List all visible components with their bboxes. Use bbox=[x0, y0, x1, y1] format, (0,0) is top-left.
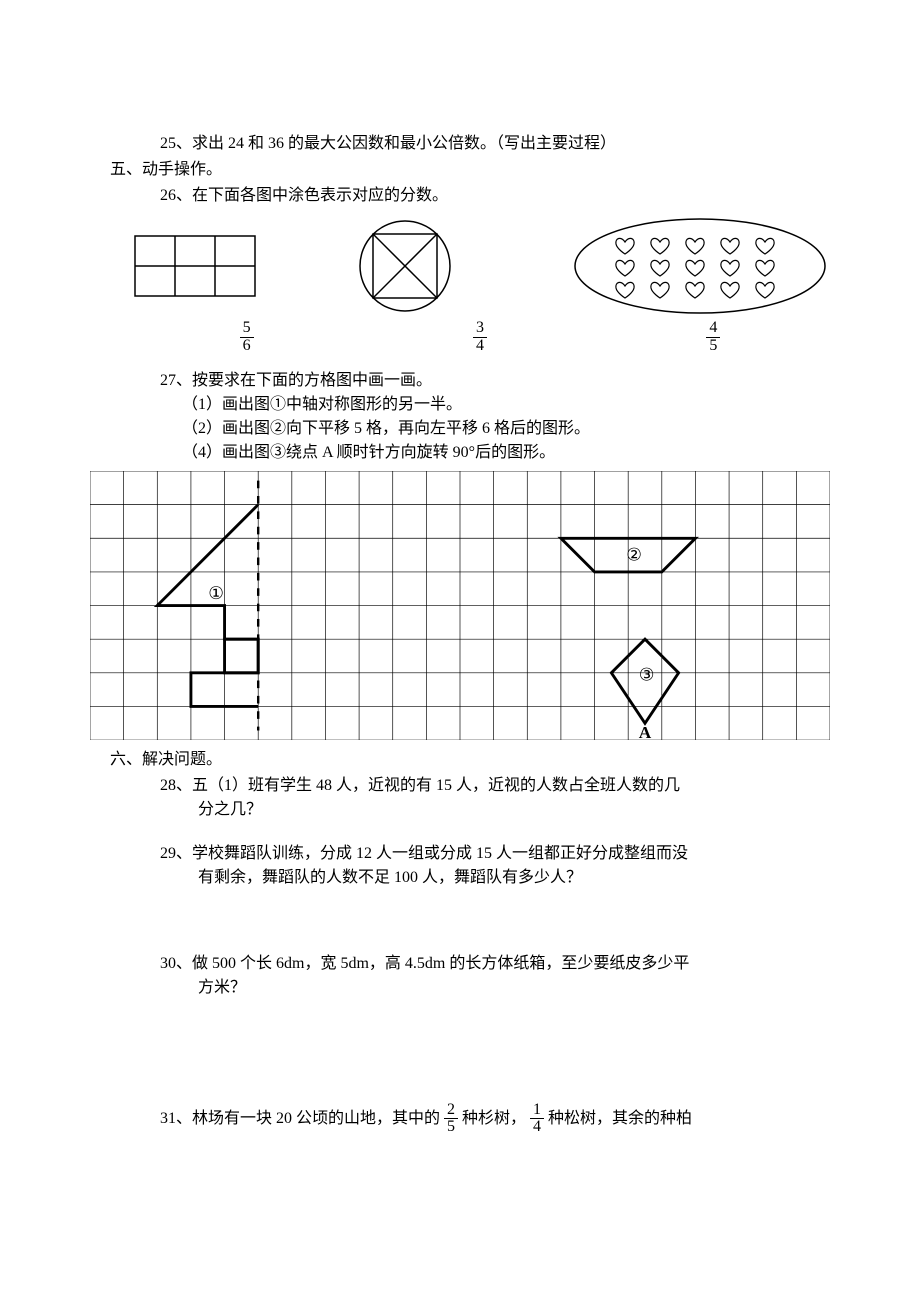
question-25: 25、求出 24 和 36 的最大公因数和最小公倍数。（写出主要过程） bbox=[90, 132, 830, 156]
fraction-1-4: 1 4 bbox=[530, 1102, 544, 1137]
question-31: 31、林场有一块 20 公顷的山地，其中的 2 5 种杉树， 1 4 种松树，其… bbox=[90, 1102, 830, 1137]
q26-figure-b bbox=[350, 216, 570, 316]
question-30-line2: 方米？ bbox=[90, 976, 830, 1000]
question-30-line1: 30、做 500 个长 6dm，宽 5dm，高 4.5dm 的长方体纸箱，至少要… bbox=[90, 952, 830, 976]
shape3-label: ③ bbox=[639, 665, 655, 684]
shape1-label: ① bbox=[208, 583, 224, 602]
q27-grid: ① ② ③ A bbox=[90, 471, 830, 740]
question-28-line2: 分之几？ bbox=[90, 798, 830, 822]
fraction-2-5: 2 5 bbox=[444, 1102, 458, 1137]
q26-figure-a bbox=[130, 226, 350, 306]
q26-figures-row bbox=[90, 216, 830, 316]
fraction-3-4: 3 4 bbox=[473, 320, 487, 355]
fraction-4-5: 4 5 bbox=[706, 320, 720, 355]
question-27-stem: 27、按要求在下面的方格图中画一画。 bbox=[90, 369, 830, 393]
grid-svg-icon: ① ② ③ A bbox=[90, 471, 830, 740]
question-27-part1: （1）画出图①中轴对称图形的另一半。 bbox=[90, 393, 830, 417]
q31-mid1: 种杉树， bbox=[462, 1110, 526, 1127]
fraction-5-6: 5 6 bbox=[240, 320, 254, 355]
q31-pre: 31、林场有一块 20 公顷的山地，其中的 bbox=[160, 1110, 440, 1127]
question-29-line2: 有剩余，舞蹈队的人数不足 100 人，舞蹈队有多少人？ bbox=[90, 866, 830, 890]
question-27-part3: （4）画出图③绕点 A 顺时针方向旋转 90°后的图形。 bbox=[90, 441, 830, 465]
question-28-line1: 28、五（1）班有学生 48 人，近视的有 15 人，近视的人数占全班人数的几 bbox=[90, 774, 830, 798]
ellipse-hearts-icon bbox=[570, 216, 830, 316]
circle-square-icon bbox=[350, 216, 460, 316]
q26-fractions-row: 5 6 3 4 4 5 bbox=[90, 320, 830, 355]
section-5-heading: 五、动手操作。 bbox=[90, 158, 830, 182]
point-a-label: A bbox=[639, 723, 652, 740]
q31-mid2: 种松树，其余的种柏 bbox=[548, 1110, 692, 1127]
shape2-label: ② bbox=[626, 545, 642, 564]
section-6-heading: 六、解决问题。 bbox=[90, 748, 830, 772]
q26-figure-c bbox=[570, 216, 830, 316]
question-29-line1: 29、学校舞蹈队训练，分成 12 人一组或分成 15 人一组都正好分成整组而没 bbox=[90, 842, 830, 866]
question-27-part2: （2）画出图②向下平移 5 格，再向左平移 6 格后的图形。 bbox=[90, 417, 830, 441]
question-26: 26、在下面各图中涂色表示对应的分数。 bbox=[90, 184, 830, 208]
grid-2x3-icon bbox=[130, 226, 270, 306]
